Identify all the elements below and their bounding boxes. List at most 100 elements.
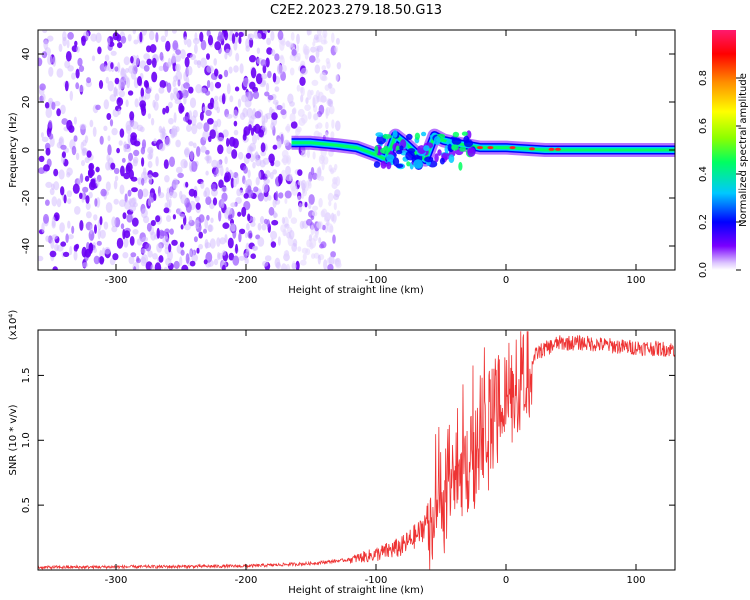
noise-speckle — [158, 65, 164, 72]
noise-speckle — [222, 129, 229, 138]
snr-panel: -300 -200 -100 0 100 0.5 1.0 1.5 Height of str… — [8, 310, 676, 596]
noise-speckle — [179, 241, 185, 248]
noise-speckle — [216, 237, 221, 247]
noise-speckle — [308, 203, 312, 209]
noise-speckle — [270, 230, 278, 240]
noise-speckle — [113, 198, 119, 205]
noise-speckle — [231, 149, 238, 159]
noise-speckle — [126, 77, 131, 89]
noise-speckle — [236, 188, 242, 197]
y-tick-label: -40 — [21, 238, 32, 254]
noise-speckle — [42, 30, 48, 34]
noise-speckle — [228, 136, 236, 147]
noise-speckle — [300, 67, 308, 75]
noise-speckle — [287, 42, 294, 48]
noise-speckle — [245, 38, 250, 49]
noise-speckle — [165, 40, 171, 52]
noise-speckle — [152, 252, 158, 260]
noise-speckle — [291, 49, 297, 56]
noise-speckle — [99, 255, 105, 265]
noise-speckle — [298, 202, 303, 213]
noise-speckle — [140, 208, 148, 219]
noise-speckle — [128, 256, 135, 265]
noise-speckle — [159, 51, 164, 61]
noise-speckle — [323, 259, 328, 270]
noise-speckle — [106, 113, 112, 120]
noise-speckle — [141, 188, 149, 198]
noise-speckle — [122, 212, 127, 220]
noise-speckle — [107, 144, 112, 156]
noise-speckle — [243, 179, 248, 185]
noise-speckle — [140, 146, 146, 155]
noise-speckle — [75, 68, 80, 79]
noise-speckle — [38, 155, 45, 163]
noise-speckle — [137, 189, 144, 200]
noise-speckle — [333, 213, 337, 222]
noise-speckle — [243, 193, 249, 199]
noise-speckle — [78, 85, 85, 93]
noise-speckle — [313, 34, 319, 40]
noise-speckle — [171, 239, 178, 246]
noise-speckle — [219, 237, 226, 245]
noise-speckle — [141, 106, 147, 117]
noise-speckle — [82, 186, 89, 193]
noise-speckle — [260, 59, 267, 67]
noise-speckle — [203, 259, 208, 265]
noise-speckle — [150, 220, 156, 227]
noise-speckle — [59, 222, 65, 233]
signal-blob — [463, 135, 470, 144]
noise-speckle — [152, 171, 159, 178]
noise-speckle — [85, 195, 90, 204]
noise-speckle — [130, 135, 137, 146]
noise-speckle — [304, 50, 309, 60]
noise-speckle — [60, 104, 66, 115]
noise-speckle — [159, 230, 167, 237]
noise-speckle — [250, 253, 256, 259]
noise-speckle — [151, 71, 158, 83]
noise-speckle — [180, 49, 186, 60]
noise-speckle — [141, 157, 145, 167]
noise-speckle — [169, 156, 175, 168]
noise-speckle — [329, 105, 335, 115]
noise-speckle — [279, 54, 284, 60]
noise-speckle — [125, 68, 130, 73]
noise-speckle — [75, 82, 80, 90]
noise-speckle — [256, 47, 261, 54]
noise-speckle — [81, 160, 85, 167]
noise-speckle — [172, 40, 179, 51]
noise-speckle — [76, 46, 80, 53]
noise-speckle — [244, 91, 251, 102]
noise-speckle — [222, 264, 226, 270]
noise-speckle — [193, 37, 200, 45]
noise-speckle — [180, 194, 187, 205]
noise-speckle — [189, 150, 194, 161]
noise-speckle — [206, 65, 212, 73]
noise-speckle — [237, 211, 242, 217]
noise-speckle — [256, 32, 262, 40]
noise-speckle — [84, 175, 90, 182]
noise-speckle — [287, 93, 294, 104]
noise-speckle — [308, 194, 315, 205]
noise-speckle — [146, 174, 153, 181]
noise-speckle — [114, 77, 120, 85]
noise-speckle — [200, 145, 207, 153]
noise-speckle — [61, 118, 68, 125]
noise-speckle — [45, 107, 53, 119]
noise-speckle — [262, 157, 270, 165]
noise-speckle — [204, 187, 210, 198]
noise-speckle — [235, 243, 238, 254]
noise-speckle — [118, 82, 122, 91]
noise-speckle — [112, 32, 120, 41]
noise-speckle — [159, 80, 167, 89]
noise-speckle — [110, 162, 116, 170]
noise-speckle — [206, 80, 211, 88]
noise-speckle — [319, 72, 327, 81]
noise-speckle — [200, 39, 207, 51]
noise-speckle — [81, 246, 87, 258]
signal-blob — [399, 145, 404, 151]
noise-speckle — [49, 188, 55, 196]
noise-speckle — [41, 51, 48, 59]
noise-speckle — [127, 189, 132, 197]
noise-speckle — [123, 56, 130, 66]
noise-speckle — [120, 35, 127, 44]
